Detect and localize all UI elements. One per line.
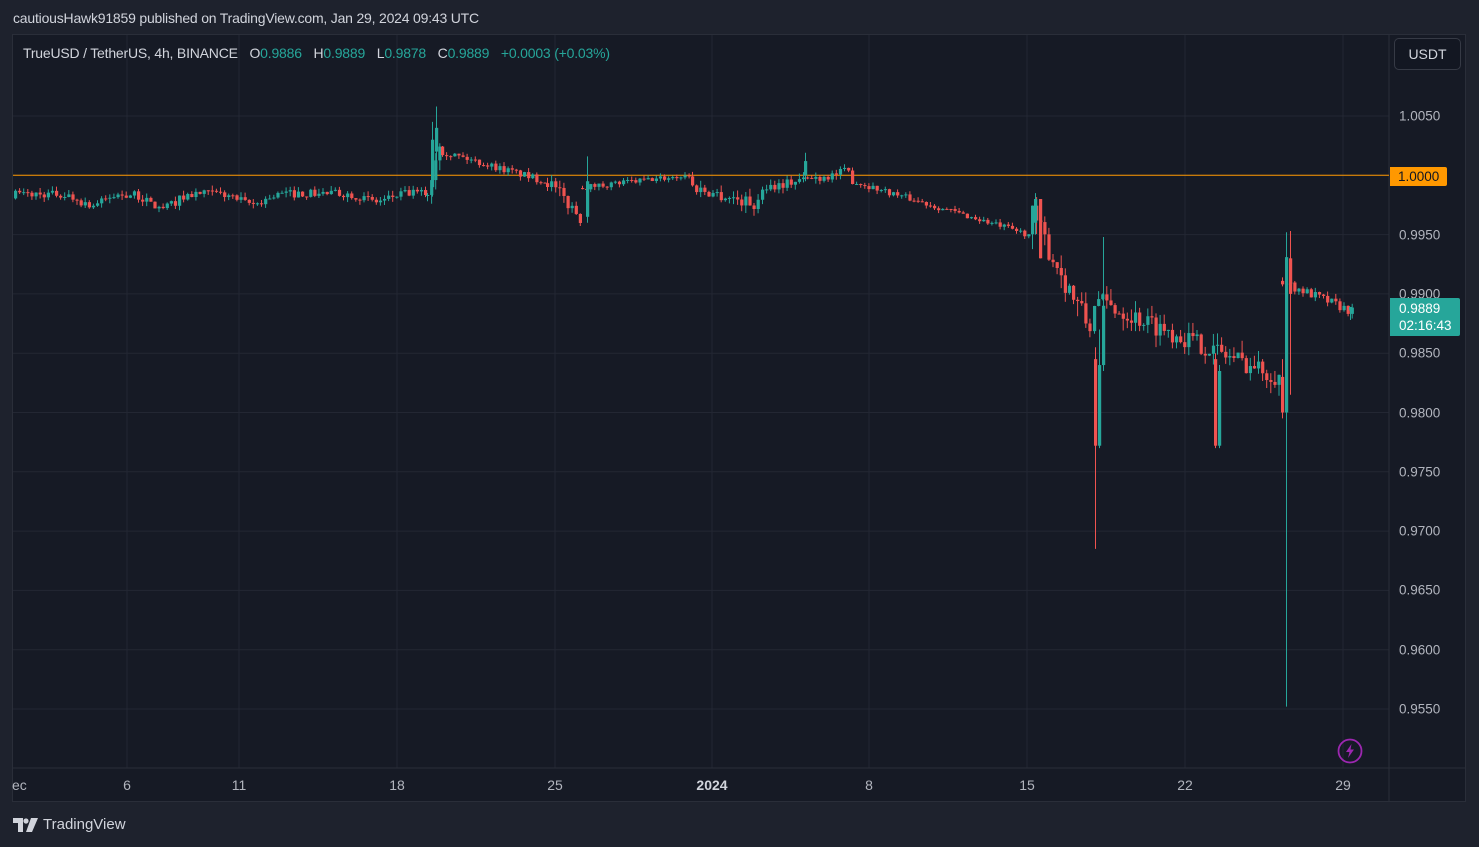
grid-lines — [13, 35, 1389, 768]
high-value: 0.9889 — [323, 45, 366, 61]
price-tick: 0.9900 — [1399, 286, 1441, 302]
brand-name: TradingView — [43, 816, 126, 833]
time-tick: ec — [12, 777, 27, 793]
publish-info: cautiousHawk91859 published on TradingVi… — [13, 10, 479, 26]
low-value: 0.9878 — [384, 45, 426, 61]
lightning-icon[interactable] — [1337, 738, 1363, 764]
symbol-legend: TrueUSD / TetherUS, 4h, BINANCE O0.9886 … — [23, 45, 610, 61]
chart-panel[interactable] — [12, 34, 1466, 802]
reference-price-label: 1.0000 — [1390, 167, 1447, 186]
time-tick: 2024 — [696, 777, 728, 793]
time-tick: 11 — [231, 777, 247, 793]
close-value: 0.9889 — [447, 45, 490, 61]
price-tick: 0.9950 — [1399, 227, 1441, 243]
tradingview-logo-icon — [13, 817, 38, 832]
price-tick: 0.9700 — [1399, 523, 1441, 539]
time-tick: 8 — [865, 777, 873, 793]
price-tick: 0.9800 — [1399, 405, 1441, 420]
time-tick: 29 — [1335, 777, 1351, 793]
symbol-title: TrueUSD / TetherUS, 4h, BINANCE — [23, 45, 238, 61]
candles — [14, 106, 1354, 707]
last-price-label: 0.9889 02:16:43 — [1390, 298, 1460, 336]
price-tick: 0.9750 — [1399, 464, 1441, 480]
time-tick: 6 — [123, 777, 131, 793]
price-tick: 0.9650 — [1399, 582, 1441, 598]
change-value: +0.0003 (+0.03%) — [500, 45, 610, 61]
last-price: 0.9889 — [1399, 301, 1441, 316]
price-tick: 0.9850 — [1399, 345, 1441, 361]
brand-footer: TradingView — [13, 816, 126, 833]
time-tick: 22 — [1177, 777, 1193, 793]
time-tick: 15 — [1019, 777, 1035, 793]
price-tick: 0.9550 — [1399, 701, 1441, 717]
bar-countdown: 02:16:43 — [1399, 318, 1452, 333]
open-value: 0.9886 — [260, 45, 302, 61]
time-tick: 18 — [389, 777, 405, 793]
time-tick: 25 — [547, 777, 563, 793]
currency-selector[interactable]: USDT — [1394, 38, 1461, 70]
price-tick: 0.9600 — [1399, 642, 1441, 658]
price-tick: 1.0050 — [1399, 108, 1441, 124]
